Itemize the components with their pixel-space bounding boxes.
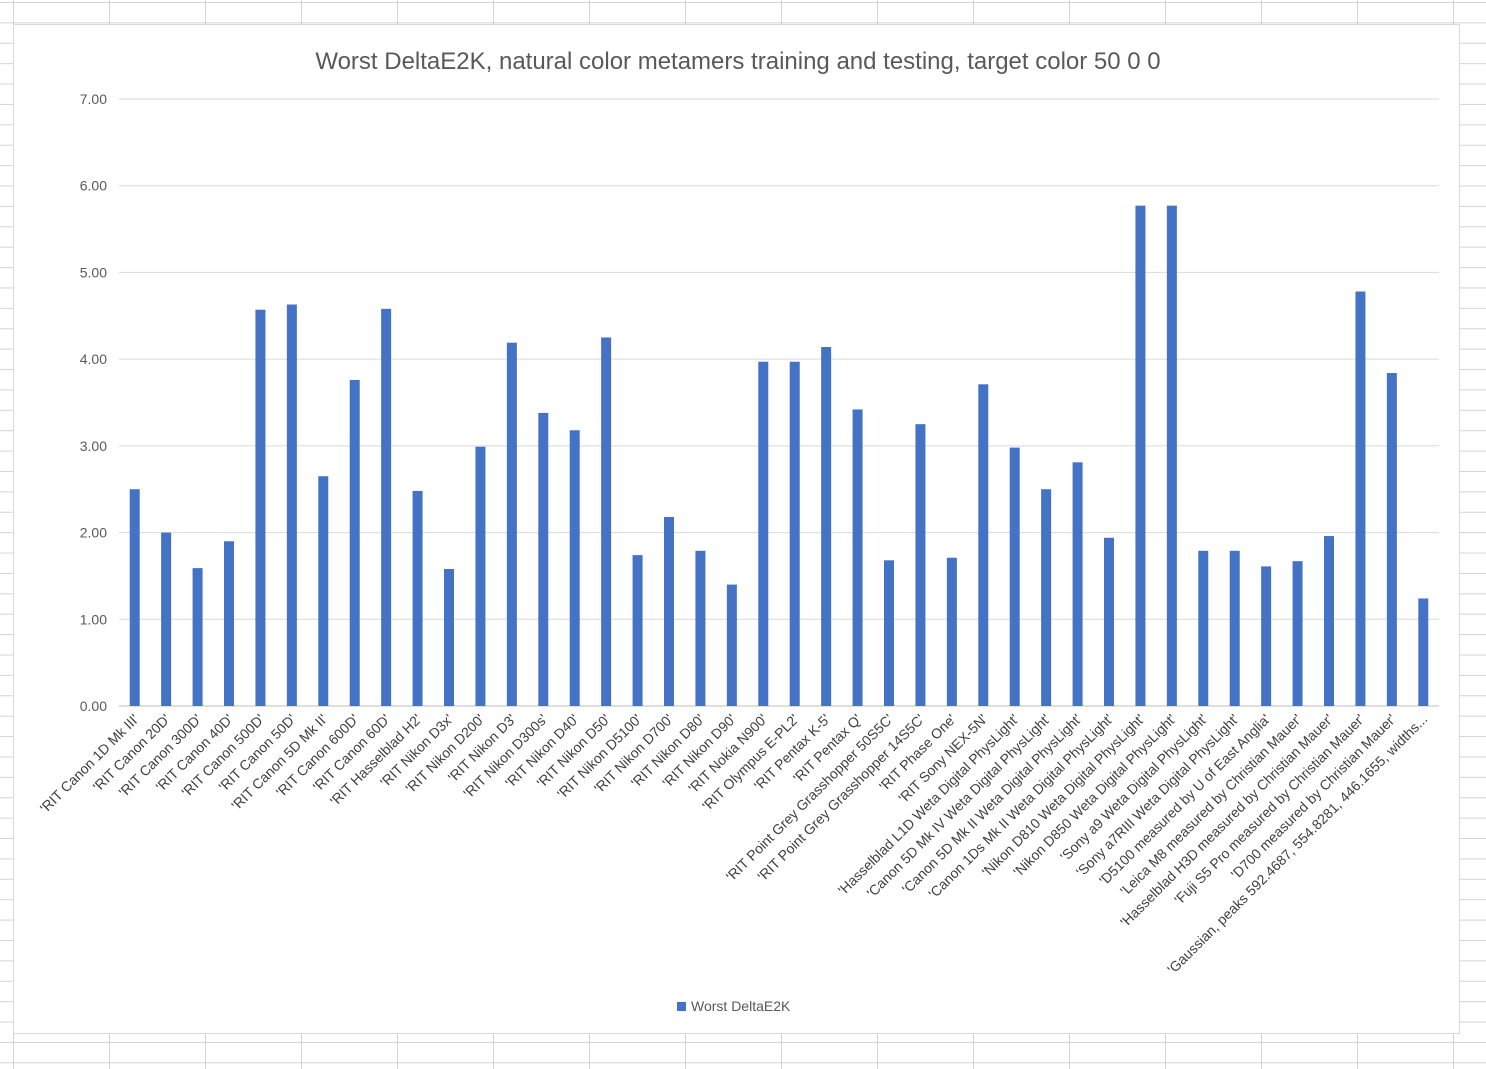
y-tick-label: 6.00 bbox=[80, 178, 107, 194]
bar[interactable] bbox=[129, 489, 140, 706]
bar[interactable] bbox=[1198, 550, 1209, 706]
bar[interactable] bbox=[695, 550, 706, 706]
bar[interactable] bbox=[192, 568, 203, 706]
bar[interactable] bbox=[664, 516, 674, 706]
bar[interactable] bbox=[601, 337, 612, 706]
bar[interactable] bbox=[852, 409, 863, 706]
bar[interactable] bbox=[444, 568, 454, 706]
bar[interactable] bbox=[1104, 537, 1114, 706]
bar[interactable] bbox=[884, 560, 894, 706]
bar[interactable] bbox=[1072, 462, 1083, 706]
bar[interactable] bbox=[726, 584, 737, 706]
y-tick-label: 3.00 bbox=[80, 438, 107, 454]
bar[interactable] bbox=[1292, 561, 1303, 706]
bar[interactable] bbox=[538, 412, 549, 706]
bar[interactable] bbox=[1041, 489, 1052, 706]
bar[interactable] bbox=[978, 384, 989, 706]
bar[interactable] bbox=[161, 532, 172, 706]
bar[interactable] bbox=[915, 424, 926, 706]
bar[interactable] bbox=[1355, 291, 1366, 706]
bar[interactable] bbox=[821, 347, 832, 706]
bar[interactable] bbox=[381, 308, 392, 706]
chart-area[interactable]: Worst DeltaE2K, natural color metamers t… bbox=[13, 24, 1460, 1034]
bar[interactable] bbox=[1418, 598, 1429, 706]
bar[interactable] bbox=[224, 541, 234, 706]
legend: Worst DeltaE2K bbox=[677, 998, 791, 1014]
legend-label: Worst DeltaE2K bbox=[691, 998, 791, 1014]
bar[interactable] bbox=[255, 309, 266, 706]
bar[interactable] bbox=[412, 490, 423, 706]
legend-swatch bbox=[677, 1002, 686, 1011]
y-tick-label: 0.00 bbox=[80, 698, 107, 714]
y-tick-label: 7.00 bbox=[80, 91, 107, 107]
bar[interactable] bbox=[349, 379, 360, 706]
bar[interactable] bbox=[1229, 550, 1240, 706]
bar[interactable] bbox=[1135, 205, 1146, 706]
bar[interactable] bbox=[946, 557, 957, 706]
bar[interactable] bbox=[475, 446, 486, 706]
bar[interactable] bbox=[1386, 373, 1397, 706]
bar[interactable] bbox=[1166, 205, 1177, 706]
bar[interactable] bbox=[1324, 536, 1334, 706]
bar[interactable] bbox=[286, 304, 297, 706]
y-tick-label: 2.00 bbox=[80, 525, 107, 541]
bar[interactable] bbox=[789, 361, 800, 706]
y-tick-label: 4.00 bbox=[80, 351, 107, 367]
bar-chart: Worst DeltaE2K, natural color metamers t… bbox=[37, 48, 1439, 1014]
bar[interactable] bbox=[569, 430, 580, 706]
bar[interactable] bbox=[1009, 447, 1020, 706]
bar[interactable] bbox=[1261, 566, 1272, 706]
y-tick-label: 5.00 bbox=[80, 264, 107, 280]
y-tick-label: 1.00 bbox=[80, 611, 107, 627]
bar[interactable] bbox=[318, 476, 329, 706]
bar[interactable] bbox=[632, 555, 643, 706]
bar[interactable] bbox=[506, 342, 517, 706]
bar[interactable] bbox=[758, 361, 769, 706]
chart-title: Worst DeltaE2K, natural color metamers t… bbox=[315, 48, 1160, 75]
